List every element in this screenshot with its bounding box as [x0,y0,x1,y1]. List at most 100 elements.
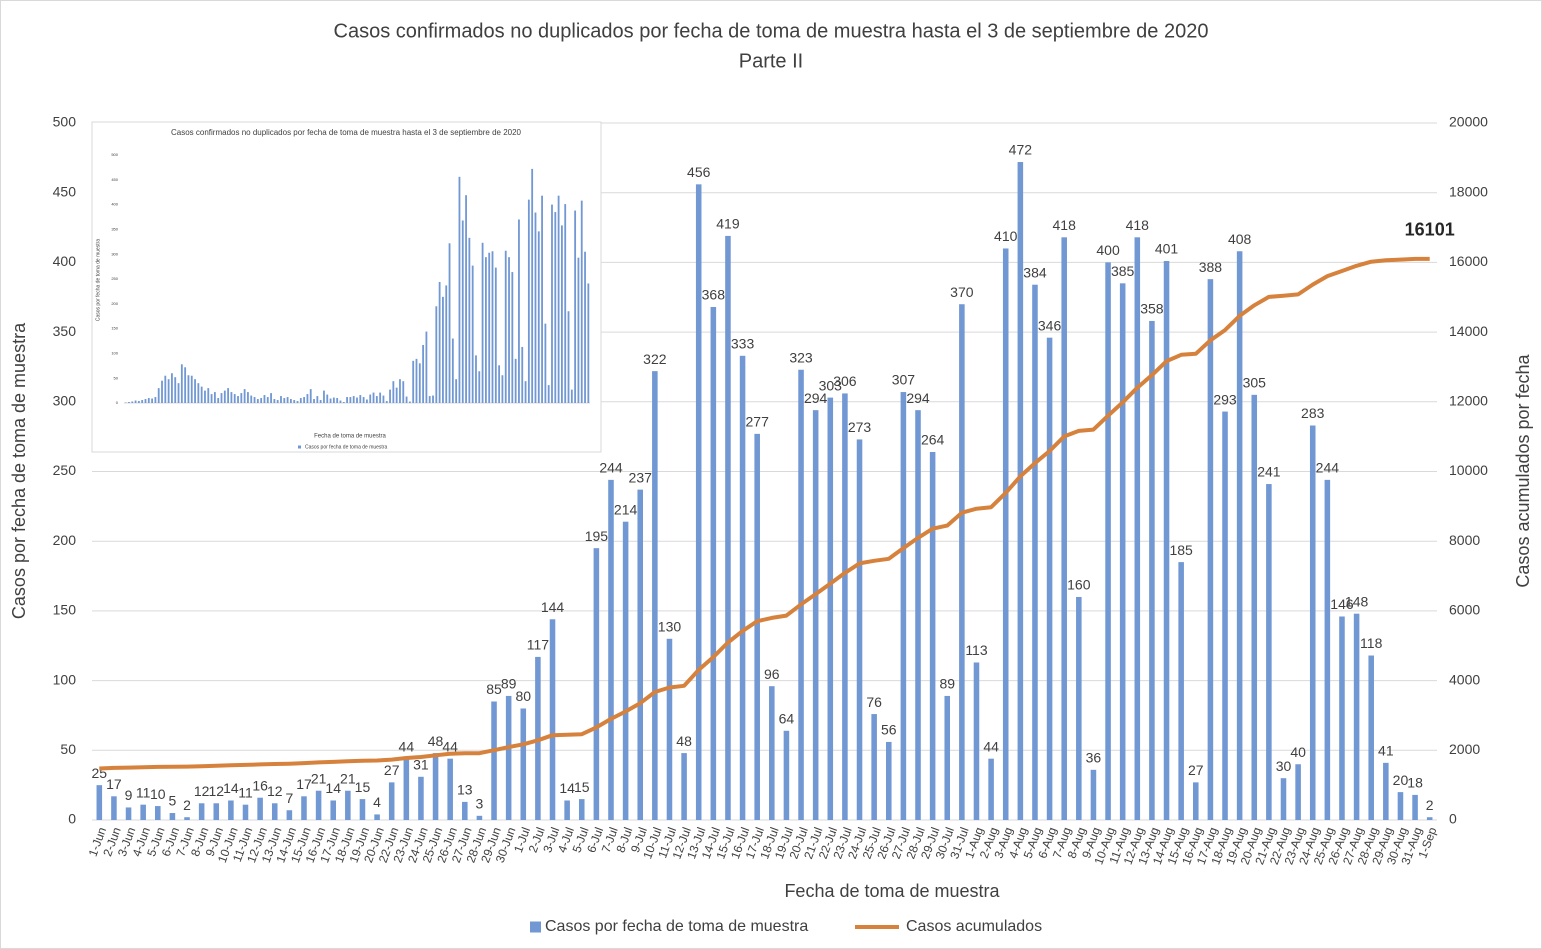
bar [432,395,434,403]
data-label: 80 [515,688,531,704]
data-label: 385 [1111,263,1135,279]
bar [197,383,200,403]
data-label: 237 [629,469,653,485]
bar [339,400,342,403]
bar [521,346,524,403]
data-label: 241 [1257,464,1281,480]
bar [580,200,583,403]
data-label: 27 [384,762,400,778]
data-label: 419 [716,216,740,232]
data-label: 89 [501,676,517,692]
bar [418,363,421,403]
data-label: 41 [1378,743,1394,759]
bar [468,237,471,403]
bar [352,396,355,403]
bar [1236,251,1243,821]
bar [498,365,501,403]
y-tick-label: 300 [53,393,77,409]
bar [842,393,848,820]
y-tick-label: 50 [114,375,119,380]
bar [155,806,161,820]
data-label: 44 [399,738,415,754]
bar [578,799,585,820]
bar [256,399,259,403]
bar [754,433,760,820]
data-label: 12 [208,783,224,799]
data-label: 118 [1360,635,1383,651]
bar [547,385,550,403]
data-label: 322 [643,351,667,367]
data-label: 89 [939,676,955,692]
bar [511,272,514,403]
bar [213,803,220,820]
bar [128,402,130,403]
bar [382,395,385,403]
data-label: 418 [1053,217,1077,233]
bar [418,776,424,820]
bar [210,394,213,403]
y2-tick-label: 12000 [1449,393,1488,409]
legend-swatch [298,445,301,449]
bar [223,390,226,403]
bar [190,375,193,403]
data-label: 3 [476,796,484,812]
data-label: 370 [950,284,974,300]
bar [462,801,468,820]
bar [570,389,573,403]
bar [549,619,556,820]
bar [412,360,415,403]
bar [137,401,140,403]
bar [375,396,378,403]
data-label: 456 [687,164,711,180]
bar [362,397,365,403]
bar [1163,261,1170,821]
bar [1412,794,1418,820]
bar [359,395,362,403]
bar [174,377,177,403]
bar [567,311,570,403]
bar [478,371,481,403]
data-label: 358 [1140,301,1164,317]
bar [520,708,527,820]
bar [508,257,510,403]
bar [399,379,401,403]
bar [345,790,351,820]
bar [1119,283,1126,820]
data-label: 323 [789,349,813,365]
data-label: 12 [194,783,210,799]
bar [184,817,190,820]
bar [141,400,144,403]
bar [151,398,154,403]
data-label: 283 [1301,405,1325,421]
bar [147,398,150,403]
bar [1309,425,1316,820]
data-label: 303 [819,377,843,393]
legend-swatch [530,921,541,933]
bar [944,695,951,820]
data-label: 21 [340,770,356,786]
bar [504,250,507,403]
bar [319,400,322,403]
data-label: 117 [527,637,550,653]
bar [125,807,132,820]
data-label: 410 [994,228,1018,244]
data-label: 44 [442,738,458,754]
bar [250,395,253,403]
chart-title: Casos confirmados no duplicados por fech… [334,20,1209,42]
bar [313,399,315,403]
bar [263,395,266,403]
bar [395,387,398,403]
data-label: 408 [1228,231,1252,247]
bar [315,790,322,820]
bar [455,379,458,403]
bar [435,306,438,403]
bar [442,296,444,403]
bar [584,251,586,403]
y-tick-label: 50 [60,741,76,757]
data-label: 64 [779,710,795,726]
bar [1251,394,1258,820]
data-label: 130 [658,618,682,634]
bar [306,394,309,403]
bar [445,285,448,403]
bar [392,381,395,403]
